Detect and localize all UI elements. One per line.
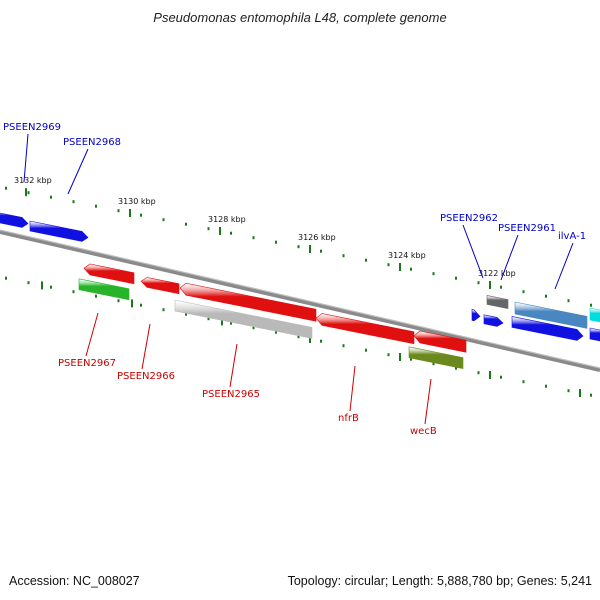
gene-label: wecB	[410, 426, 437, 437]
gene-nfrB	[315, 313, 415, 345]
label-leader	[141, 323, 151, 370]
gene-PSEEN2961	[483, 314, 504, 327]
label-leader	[229, 343, 238, 388]
label-leader	[500, 234, 519, 281]
gene-label: nfrB	[338, 413, 359, 424]
tick-label: 3128 kbp	[208, 215, 246, 224]
gene-olive	[408, 346, 464, 369]
genome-summary: Topology: circular; Length: 5,888,780 bp…	[287, 574, 592, 588]
gene-fragment	[471, 309, 481, 322]
genome-backbone	[0, 230, 600, 372]
gene-label: PSEEN2969	[3, 122, 61, 133]
gene-PSEEN2969	[0, 212, 29, 228]
label-leader	[67, 148, 89, 195]
label-leader	[85, 312, 99, 357]
gene-label: PSEEN2961	[498, 223, 556, 234]
gene-label: PSEEN2966	[117, 371, 175, 382]
gene-PSEEN2962	[486, 295, 509, 309]
gene-blue-edge	[589, 327, 600, 342]
gene-PSEEN2968	[29, 220, 89, 242]
gene-PSEEN2965	[179, 282, 317, 322]
tick-label: 3126 kbp	[298, 233, 336, 242]
gene-label: PSEEN2968	[63, 137, 121, 148]
backbone-highlight	[0, 229, 600, 369]
gene-label: PSEEN2967	[58, 358, 116, 369]
label-leader	[23, 133, 29, 183]
gene-cyan	[589, 307, 600, 323]
gene-label: PSEEN2962	[440, 213, 498, 224]
gene-PSEEN2966	[140, 277, 180, 295]
gene-label: ilvA-1	[558, 231, 586, 242]
gene-ilvA-1	[514, 301, 588, 329]
label-leader	[349, 365, 356, 412]
label-leader	[554, 242, 574, 290]
label-leader	[424, 378, 432, 425]
map-title: Pseudomonas entomophila L48, complete ge…	[153, 10, 447, 25]
tick-label: 3122 kbp	[478, 269, 516, 278]
gene-wecB	[413, 330, 467, 353]
gene-green	[78, 278, 130, 301]
label-leader	[462, 224, 484, 279]
gene-label: PSEEN2965	[202, 389, 260, 400]
gene-forward	[511, 316, 584, 341]
tick-label: 3124 kbp	[388, 251, 426, 260]
tick-label: 3132 kbp	[14, 176, 52, 185]
gene-PSEEN2967	[83, 263, 135, 285]
tick-label: 3130 kbp	[118, 197, 156, 206]
gene-gray	[174, 299, 313, 339]
accession-label: Accession: NC_008027	[9, 574, 140, 588]
